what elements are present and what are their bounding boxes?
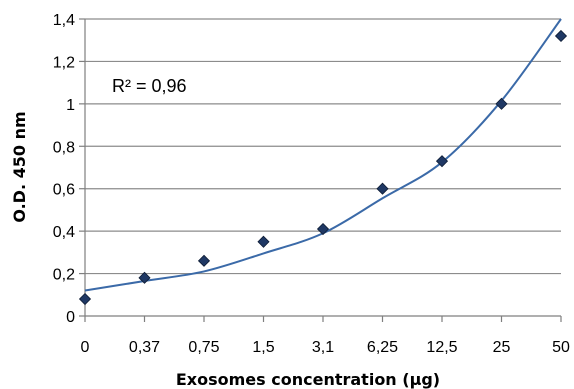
x-tick-label: 6,25 [367, 339, 398, 356]
y-axis-title: O.D. 450 nm [10, 111, 29, 222]
y-tick-labels: 0 0,2 0,4 0,6 0,8 1 1,2 1,4 [53, 12, 75, 326]
x-axis-title: Exosomes concentration (µg) [176, 370, 440, 389]
x-tick-label: 50 [552, 339, 570, 356]
y-tick-label: 0,6 [53, 182, 75, 199]
gridlines [85, 19, 561, 274]
x-tick-label: 0,37 [129, 339, 160, 356]
x-tick-label: 3,1 [312, 339, 334, 356]
data-point [80, 294, 91, 305]
y-tick-label: 0 [66, 309, 75, 326]
y-tick-label: 1,4 [53, 12, 75, 29]
data-point [377, 183, 388, 194]
data-point [318, 224, 329, 235]
y-tick-label: 1 [66, 97, 75, 114]
x-tick-label: 25 [493, 339, 511, 356]
y-tick-label: 1,2 [53, 54, 75, 71]
x-tick-label: 12,5 [426, 339, 457, 356]
x-tick-labels: 0 0,37 0,75 1,5 3,1 6,25 12,5 25 50 [81, 339, 570, 356]
data-points [80, 30, 567, 304]
x-tick-label: 0 [81, 339, 90, 356]
data-point [496, 98, 507, 109]
y-tick-label: 0,2 [53, 267, 75, 284]
axes [79, 19, 561, 322]
data-point [199, 255, 210, 266]
r-squared-annotation: R² = 0,96 [112, 76, 187, 96]
y-tick-label: 0,4 [53, 224, 75, 241]
y-tick-label: 0,8 [53, 139, 75, 156]
trendline [85, 19, 561, 291]
data-point [556, 30, 567, 41]
x-tick-label: 0,75 [188, 339, 219, 356]
x-tick-label: 1,5 [252, 339, 274, 356]
data-point [258, 236, 269, 247]
